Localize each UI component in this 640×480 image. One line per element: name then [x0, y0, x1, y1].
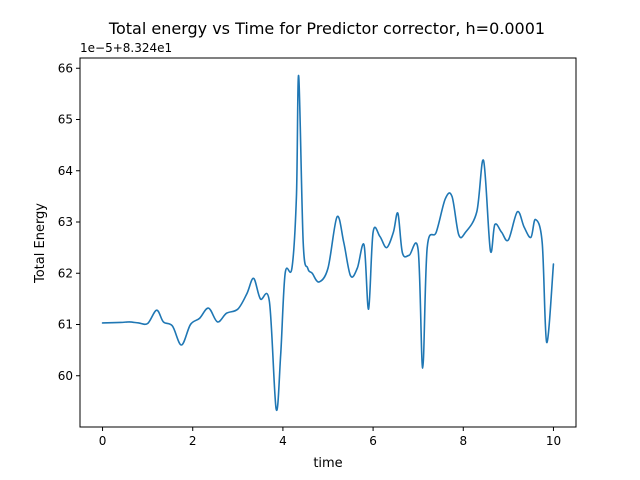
y-tick-label: 60: [58, 369, 73, 383]
x-tick-label: 2: [189, 434, 197, 448]
series-layer: [101, 75, 555, 412]
y-tick-label: 64: [58, 164, 73, 178]
chart-title: Total energy vs Time for Predictor corre…: [108, 19, 545, 38]
x-axis-label: time: [313, 456, 342, 471]
x-tick-label: 6: [369, 434, 377, 448]
x-tick-label: 10: [546, 434, 561, 448]
axis-ticks: 0 2 4 6 8 10 60 61 62 63 64 65 66: [58, 61, 561, 448]
x-tick-label: 4: [279, 434, 287, 448]
y-tick-label: 62: [58, 266, 73, 280]
y-axis-label: Total Energy: [33, 203, 48, 284]
energy-series-line: [101, 75, 555, 412]
x-tick-label: 8: [459, 434, 467, 448]
y-tick-label: 66: [58, 61, 73, 75]
y-tick-label: 65: [58, 113, 73, 127]
plot-area-frame: [79, 57, 577, 428]
x-tick-label: 0: [99, 434, 107, 448]
y-tick-label: 61: [58, 318, 73, 332]
y-offset-label: 1e−5+8.324e1: [80, 41, 172, 55]
y-tick-label: 63: [58, 215, 73, 229]
